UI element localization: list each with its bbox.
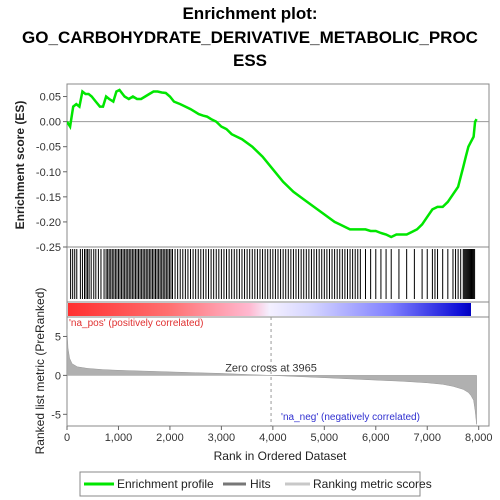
ranked-y-tick-label: 5 xyxy=(55,331,61,343)
es-y-tick-label: -0.10 xyxy=(36,167,61,179)
correlation-color-bar xyxy=(68,303,471,316)
x-tick-label: 8,000 xyxy=(465,432,493,444)
legend-label-profile: Enrichment profile xyxy=(117,477,214,491)
es-y-axis: 0.05 0.00 -0.05 -0.10 -0.15 -0.20 -0.25 xyxy=(36,92,67,254)
legend-label-ranking: Ranking metric scores xyxy=(313,477,432,491)
legend-label-hits: Hits xyxy=(250,477,271,491)
x-tick-label: 3,000 xyxy=(208,432,236,444)
pos-correlated-label: 'na_pos' (positively correlated) xyxy=(69,318,203,329)
es-y-tick-label: -0.20 xyxy=(36,217,61,229)
x-axis: 0 1,000 2,000 3,000 4,000 5,000 6,000 7,000 8,00… xyxy=(64,426,493,444)
ranked-y-axis-label: Ranked list metric (PreRanked) xyxy=(33,288,47,455)
es-y-tick-label: -0.15 xyxy=(36,192,61,204)
title-line-2: GO_CARBOHYDRATE_DERIVATIVE_METABOLIC_PRO… xyxy=(22,28,478,47)
x-axis-label: Rank in Ordered Dataset xyxy=(214,449,347,463)
hit-markers xyxy=(70,249,476,299)
enrichment-profile-line xyxy=(67,88,478,239)
es-y-axis-label: Enrichment score (ES) xyxy=(13,101,27,230)
x-tick-label: 0 xyxy=(64,432,70,444)
title-line-1: Enrichment plot: xyxy=(182,4,318,23)
es-y-tick-label: 0.05 xyxy=(40,92,61,104)
title-line-3: ESS xyxy=(232,51,268,70)
x-tick-label: 5,000 xyxy=(311,432,339,444)
ranking-metric-area xyxy=(67,328,477,425)
es-y-tick-label: -0.25 xyxy=(36,242,61,254)
x-tick-label: 2,000 xyxy=(156,432,184,444)
es-y-tick-label: -0.05 xyxy=(36,142,61,154)
ranked-y-tick-label: -5 xyxy=(51,409,61,421)
legend-box xyxy=(79,471,421,497)
neg-correlated-label: 'na_neg' (negatively correlated) xyxy=(281,412,420,423)
es-panel-frame xyxy=(66,83,490,248)
legend-item-enrichment-profile: Enrichment profile xyxy=(84,477,214,491)
legend-item-hits: Hits xyxy=(223,477,271,491)
zero-cross-label: Zero cross at 3965 xyxy=(225,362,317,374)
x-tick-label: 7,000 xyxy=(413,432,441,444)
es-y-tick-label: 0.00 xyxy=(40,117,61,129)
x-tick-label: 1,000 xyxy=(105,432,133,444)
x-tick-label: 4,000 xyxy=(259,432,287,444)
ranked-y-axis: 5 0 -5 xyxy=(51,331,67,421)
x-tick-label: 6,000 xyxy=(362,432,390,444)
ranked-y-tick-label: 0 xyxy=(55,370,61,382)
legend-item-ranking-metric: Ranking metric scores xyxy=(285,477,432,491)
